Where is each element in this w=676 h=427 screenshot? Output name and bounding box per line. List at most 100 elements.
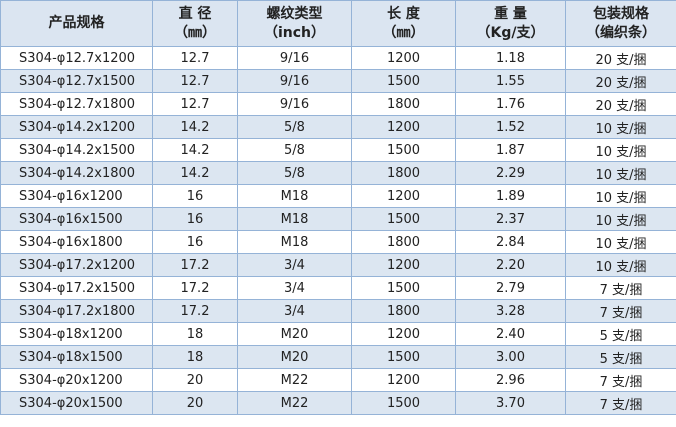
table-cell: 1800 [351, 92, 456, 116]
table-cell: S304-φ20x1200 [0, 368, 153, 392]
table-cell: S304-φ20x1500 [0, 391, 153, 415]
table-cell: M18 [237, 184, 352, 208]
table-cell: 18 [152, 322, 238, 346]
table-cell: 16 [152, 207, 238, 231]
header-text: （㎜） [382, 24, 425, 41]
header-text: （编织条） [586, 24, 656, 41]
table-cell: 1.55 [455, 69, 566, 93]
table-cell: 1200 [351, 115, 456, 139]
table-cell: S304-φ14.2x1500 [0, 138, 153, 162]
table-row: S304-φ20x1500 20 M22 1500 3.70 7 支/捆 [0, 391, 676, 415]
spec-table: 产品规格 直 径 （㎜） 螺纹类型 （inch） 长 度 （㎜） 重 量 （Kg/支） 包装规格 （… [0, 0, 676, 415]
table-cell: 14.2 [152, 161, 238, 185]
table-cell: 1.89 [455, 184, 566, 208]
table-cell: 1200 [351, 253, 456, 277]
table-cell: M20 [237, 322, 352, 346]
table-cell: 1200 [351, 322, 456, 346]
header-text: （inch） [263, 24, 326, 41]
table-cell: 1200 [351, 184, 456, 208]
table-cell: 10 支/捆 [565, 161, 676, 185]
table-cell: 16 [152, 230, 238, 254]
table-cell: 1500 [351, 207, 456, 231]
header-cell: 重 量 （Kg/支） [455, 0, 566, 47]
table-row: S304-φ16x1200 16 M18 1200 1.89 10 支/捆 [0, 184, 676, 208]
table-cell: S304-φ16x1800 [0, 230, 153, 254]
table-cell: 20 支/捆 [565, 69, 676, 93]
table-cell: 5/8 [237, 161, 352, 185]
table-cell: S304-φ12.7x1500 [0, 69, 153, 93]
table-row: S304-φ20x1200 20 M22 1200 2.96 7 支/捆 [0, 368, 676, 392]
table-cell: 3/4 [237, 276, 352, 300]
table-cell: 3.70 [455, 391, 566, 415]
table-cell: S304-φ17.2x1200 [0, 253, 153, 277]
table-cell: 12.7 [152, 69, 238, 93]
table-cell: 9/16 [237, 92, 352, 116]
header-cell: 产品规格 [0, 0, 153, 47]
header-text: 螺纹类型 [266, 5, 323, 22]
header-cell: 长 度 （㎜） [351, 0, 456, 47]
header-text: 产品规格 [48, 15, 105, 31]
table-cell: 16 [152, 184, 238, 208]
table-cell: S304-φ12.7x1200 [0, 46, 153, 70]
table-cell: 17.2 [152, 299, 238, 323]
table-cell: 10 支/捆 [565, 115, 676, 139]
table-row: S304-φ16x1500 16 M18 1500 2.37 10 支/捆 [0, 207, 676, 231]
table-cell: M18 [237, 230, 352, 254]
header-cell: 直 径 （㎜） [152, 0, 238, 47]
table-cell: S304-φ17.2x1500 [0, 276, 153, 300]
table-cell: 1.18 [455, 46, 566, 70]
table-cell: S304-φ14.2x1800 [0, 161, 153, 185]
table-cell: 2.96 [455, 368, 566, 392]
table-cell: 1500 [351, 69, 456, 93]
table-row: S304-φ14.2x1200 14.2 5/8 1200 1.52 10 支/捆 [0, 115, 676, 139]
table-cell: S304-φ18x1200 [0, 322, 153, 346]
table-cell: 1.87 [455, 138, 566, 162]
table-cell: 3/4 [237, 299, 352, 323]
header-text: （㎜） [174, 24, 216, 41]
table-cell: 3.00 [455, 345, 566, 369]
header-text: 重 量 [494, 5, 527, 22]
table-cell: S304-φ14.2x1200 [0, 115, 153, 139]
table-row: S304-φ17.2x1500 17.2 3/4 1500 2.79 7 支/捆 [0, 276, 676, 300]
table-cell: 2.29 [455, 161, 566, 185]
table-cell: 1.52 [455, 115, 566, 139]
table-cell: 3/4 [237, 253, 352, 277]
table-cell: 12.7 [152, 92, 238, 116]
header-row: 产品规格 直 径 （㎜） 螺纹类型 （inch） 长 度 （㎜） 重 量 （Kg/支） 包装规格 （… [0, 0, 676, 47]
table-cell: 1800 [351, 230, 456, 254]
table-cell: 10 支/捆 [565, 184, 676, 208]
table-cell: 1500 [351, 345, 456, 369]
table-cell: 1800 [351, 299, 456, 323]
header-text: 包装规格 [593, 5, 649, 22]
table-cell: 1500 [351, 391, 456, 415]
table-cell: 17.2 [152, 253, 238, 277]
table-cell: S304-φ17.2x1800 [0, 299, 153, 323]
table-cell: S304-φ16x1500 [0, 207, 153, 231]
table-cell: S304-φ16x1200 [0, 184, 153, 208]
table-cell: 9/16 [237, 69, 352, 93]
table-cell: 12.7 [152, 46, 238, 70]
header-text: （Kg/支） [476, 24, 545, 41]
table-cell: 2.37 [455, 207, 566, 231]
table-cell: S304-φ12.7x1800 [0, 92, 153, 116]
table-cell: 7 支/捆 [565, 299, 676, 323]
table-cell: 10 支/捆 [565, 207, 676, 231]
table-cell: S304-φ18x1500 [0, 345, 153, 369]
table-cell: 1500 [351, 276, 456, 300]
table-cell: 2.79 [455, 276, 566, 300]
table-cell: 2.40 [455, 322, 566, 346]
table-row: S304-φ17.2x1200 17.2 3/4 1200 2.20 10 支/捆 [0, 253, 676, 277]
table-cell: 1200 [351, 368, 456, 392]
table-cell: 7 支/捆 [565, 368, 676, 392]
table-cell: 5/8 [237, 138, 352, 162]
table-cell: 18 [152, 345, 238, 369]
table-row: S304-φ12.7x1800 12.7 9/16 1800 1.76 20 支/捆 [0, 92, 676, 116]
table-cell: 1500 [351, 138, 456, 162]
header-text: 长 度 [387, 5, 420, 22]
table-row: S304-φ18x1500 18 M20 1500 3.00 5 支/捆 [0, 345, 676, 369]
table-cell: 17.2 [152, 276, 238, 300]
table-cell: 2.20 [455, 253, 566, 277]
table-cell: 1800 [351, 161, 456, 185]
header-cell: 螺纹类型 （inch） [237, 0, 352, 47]
table-cell: 5/8 [237, 115, 352, 139]
